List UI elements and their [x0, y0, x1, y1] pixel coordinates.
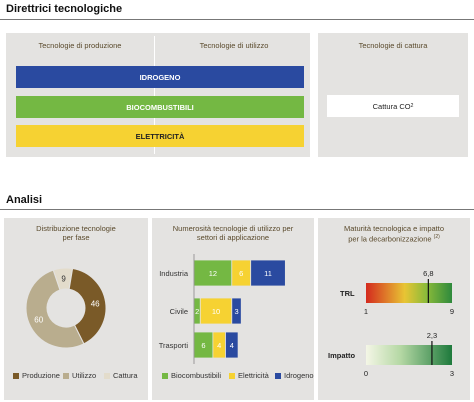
- gauge-chart: TRL 6,8 1 9 Impatto 2,3 0 3: [328, 269, 454, 378]
- bar-value-civile-idrogeno: 3: [234, 307, 238, 316]
- gauge-bar-impatto: [366, 345, 452, 365]
- panel-production-utilization: Tecnologie di produzione Tecnologie di u…: [6, 33, 310, 157]
- legend-label: Cattura: [113, 371, 138, 380]
- bar-value-industria-idrogeno: 11: [264, 269, 272, 278]
- legend-swatch: [104, 372, 110, 379]
- tech-bar-idrogeno: IDROGENO: [16, 66, 304, 88]
- gauge-value-trl: 6,8: [423, 269, 433, 278]
- legend-idrogeno: Idrogeno: [275, 371, 314, 380]
- legend-label: Elettricità: [238, 371, 269, 380]
- bar-value-industria-elettricità: 6: [239, 269, 243, 278]
- bar-value-civile-biocombustibili: 2: [195, 307, 199, 316]
- gauge-min-trl: 1: [364, 307, 368, 316]
- bar-value-civile-elettricità: 10: [212, 307, 220, 316]
- section-divider-2: [0, 209, 474, 210]
- category-label-civile: Civile: [170, 307, 188, 316]
- donut-label-produzione: 46: [91, 300, 100, 309]
- category-label-industria: Industria: [159, 269, 189, 278]
- tech-box-cattura: Cattura CO 2: [327, 95, 459, 117]
- chart-title-distribution-l2: per fase: [62, 233, 90, 242]
- bar-civile-idrogeno: [231, 297, 242, 325]
- gauge-bar-trl: [366, 283, 452, 303]
- chart-title-maturity-l2: per la decarbonizzazione (2): [318, 233, 470, 244]
- legend-swatch: [229, 372, 235, 379]
- chart-title-maturity-text: per la decarbonizzazione: [348, 234, 432, 244]
- gauge-max-trl: 9: [450, 307, 454, 316]
- legend-elettricita: Elettricità: [229, 371, 269, 380]
- chart-title-sectors-l1: Numerosità tecnologie di utilizzo per: [172, 224, 294, 233]
- bar-value-industria-biocombustibili: 12: [209, 269, 217, 278]
- section-divider: [0, 19, 474, 20]
- donut-slice-produzione: [68, 267, 107, 345]
- bar-trasporti-idrogeno: [225, 331, 239, 359]
- chart-title-distribution-l1: Distribuzione tecnologie: [36, 224, 116, 233]
- capture-label: Cattura CO: [372, 101, 411, 111]
- bar-value-trasporti-elettricità: 4: [217, 341, 221, 350]
- panel-maturity: Maturità tecnologica e impatto per la de…: [318, 218, 470, 400]
- category-label-trasporti: Trasporti: [159, 341, 189, 350]
- legend-label: Idrogeno: [284, 371, 314, 380]
- legend-produzione: Produzione: [13, 371, 60, 380]
- gauge-label-trl: TRL: [340, 289, 355, 298]
- capture-subscript: 2: [410, 103, 414, 109]
- gauge-min-impatto: 0: [364, 369, 368, 378]
- legend-utilizzo: Utilizzo: [63, 371, 96, 380]
- legend-swatch: [162, 372, 168, 379]
- legend-biocombustibili: Biocombustibili: [162, 371, 221, 380]
- bar-industria-biocombustibili: [193, 259, 233, 287]
- panel-capture: Tecnologie di cattura Cattura CO 2: [318, 33, 468, 157]
- legend-label: Utilizzo: [72, 371, 97, 380]
- legend-swatch: [13, 372, 19, 379]
- gauge-label-impatto: Impatto: [328, 351, 356, 360]
- legend-swatch: [63, 372, 69, 379]
- panel-separator: [154, 36, 155, 154]
- legend-label: Biocombustibili: [171, 371, 222, 380]
- panel-sectors: Numerosità tecnologie di utilizzo per se…: [152, 218, 314, 400]
- legend-cattura: Cattura: [104, 371, 138, 380]
- donut-chart: 9 46 60: [25, 267, 107, 349]
- gauge-max-impatto: 3: [450, 369, 454, 378]
- col-title-capture: Tecnologie di cattura: [358, 41, 428, 50]
- bar-value-trasporti-biocombustibili: 6: [201, 341, 205, 350]
- gauge-value-impatto: 2,3: [427, 331, 437, 340]
- footnote-marker: (2): [433, 234, 440, 240]
- donut-slice-utilizzo: [25, 269, 85, 349]
- chart-title-maturity-l1: Maturità tecnologica e impatto: [343, 224, 445, 233]
- tech-bar-elettricita: ELETTRICITÀ: [16, 125, 304, 147]
- legend-swatch: [275, 372, 281, 379]
- col-title-production: Tecnologie di produzione: [38, 41, 122, 50]
- bar-value-trasporti-idrogeno: 4: [230, 341, 234, 350]
- section-title-analisi: Analisi: [6, 194, 43, 206]
- donut-label-cattura: 9: [61, 275, 66, 284]
- section-title-direttrici: Direttrici tecnologiche: [6, 3, 123, 15]
- chart-title-sectors-l2: settori di applicazione: [196, 233, 270, 242]
- col-title-utilization: Tecnologie di utilizzo: [199, 41, 269, 50]
- stacked-bar-chart: Industria 12 6 11 Civile 2 10 3 Trasporti 6 4 4: [159, 254, 286, 364]
- bar-civile-elettricità: [199, 297, 233, 325]
- donut-label-utilizzo: 60: [34, 315, 43, 324]
- panel-distribution: Distribuzione tecnologie per fase 9 46 60 …: [4, 218, 148, 400]
- tech-bar-biocombustibili: BIOCOMBUSTIBILI: [16, 96, 304, 118]
- bar-industria-idrogeno: [250, 259, 286, 287]
- legend-label: Produzione: [22, 371, 60, 380]
